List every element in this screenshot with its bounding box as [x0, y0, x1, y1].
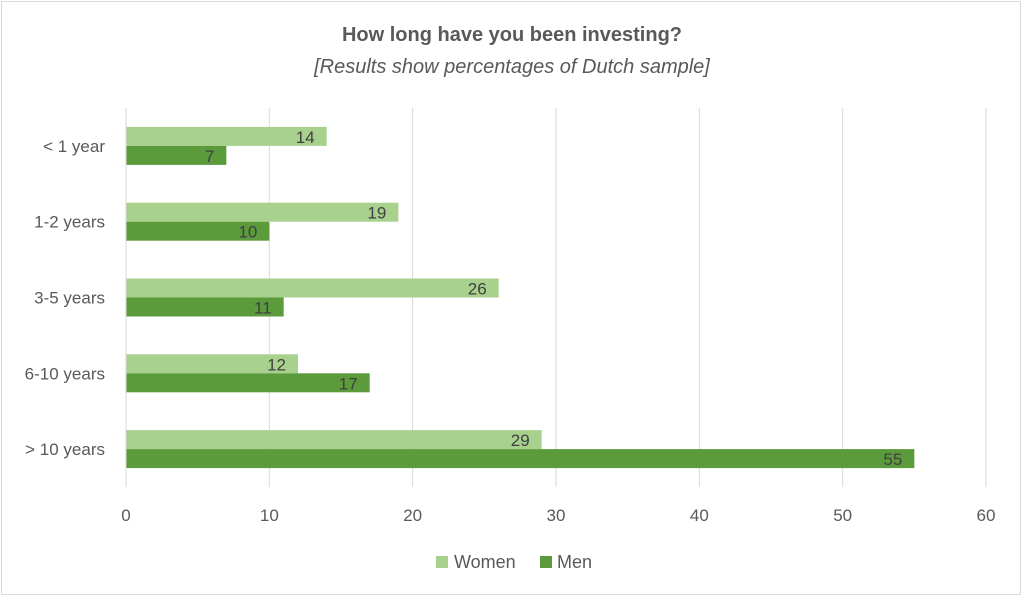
bar-women-4 [126, 430, 542, 450]
bar-men-1 [126, 221, 270, 241]
bar-men-0 [126, 145, 227, 165]
x-tick-label: 10 [260, 506, 279, 525]
x-tick-label: 60 [977, 506, 996, 525]
bar-men-3 [126, 373, 370, 393]
bar-women-2 [126, 278, 499, 298]
data-label: 19 [367, 204, 386, 223]
data-label: 29 [511, 431, 530, 450]
chart-subtitle: [Results show percentages of Dutch sampl… [313, 56, 710, 78]
data-labels-group: 14 7 19 10 26 11 12 17 29 55 [205, 128, 902, 469]
legend: Women Men [436, 552, 592, 572]
chart-title: How long have you been investing? [342, 24, 682, 46]
y-category-label: < 1 year [43, 137, 105, 156]
data-label: 7 [205, 147, 214, 166]
value-axis: 0 10 20 30 40 50 60 [121, 506, 995, 525]
legend-swatch-women [436, 556, 448, 568]
y-category-label: > 10 years [25, 440, 105, 459]
data-label: 12 [267, 355, 286, 374]
bar-men-4 [126, 449, 915, 469]
y-category-label: 1-2 years [34, 213, 105, 232]
bars-group [126, 126, 915, 469]
x-tick-label: 40 [690, 506, 709, 525]
x-tick-label: 0 [121, 506, 130, 525]
bar-women-1 [126, 202, 399, 222]
x-tick-label: 50 [833, 506, 852, 525]
y-category-label: 6-10 years [25, 364, 105, 383]
data-label: 55 [883, 450, 902, 469]
data-label: 26 [468, 280, 487, 299]
x-tick-label: 20 [403, 506, 422, 525]
data-label: 14 [296, 128, 315, 147]
legend-label-women: Women [454, 552, 516, 572]
data-label: 11 [254, 299, 272, 318]
y-category-label: 3-5 years [34, 289, 105, 308]
x-tick-label: 30 [547, 506, 566, 525]
bar-women-3 [126, 354, 298, 374]
legend-label-men: Men [557, 552, 592, 572]
bar-women-0 [126, 126, 327, 146]
legend-swatch-men [540, 556, 552, 568]
data-label: 17 [339, 374, 358, 393]
category-axis: < 1 year 1-2 years 3-5 years 6-10 years > 10… [25, 108, 127, 487]
data-label: 10 [238, 223, 257, 242]
bar-men-2 [126, 297, 284, 317]
